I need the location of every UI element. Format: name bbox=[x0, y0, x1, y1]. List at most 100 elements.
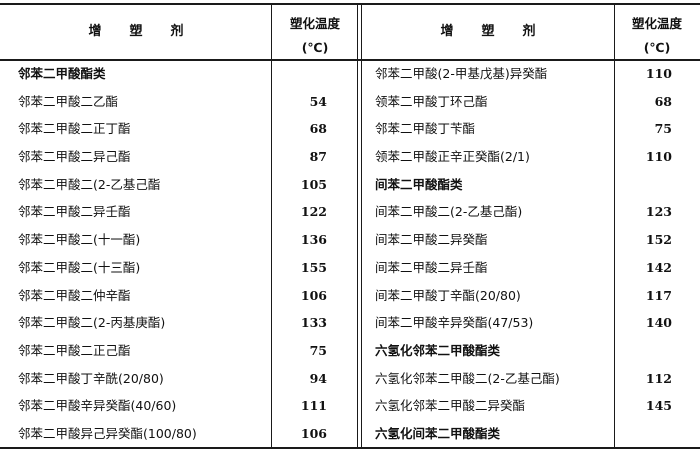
header-char: 剂 bbox=[170, 24, 184, 39]
plasticizer-name: 邻苯二甲酸酯类 bbox=[18, 66, 106, 81]
right-table: 增 塑 剂 塑化温度 (℃) 邻苯二甲酸(2-甲基戊基)异癸酯 110 领苯二甲酸丁环己酯… bbox=[362, 4, 700, 448]
header-char: 剂 bbox=[522, 24, 536, 39]
plasticizing-temperature: 136 bbox=[300, 232, 327, 248]
plasticizing-temperature: 68 bbox=[309, 121, 327, 137]
plasticizer-name: 邻苯二甲酸二正丁酯 bbox=[18, 121, 131, 137]
top-rule bbox=[0, 3, 700, 5]
right-rows: 邻苯二甲酸(2-甲基戊基)异癸酯 110 领苯二甲酸丁环己酯 68 邻苯二甲酸丁苄酯 75… bbox=[362, 60, 700, 448]
plasticizer-name: 邻苯二甲酸二异己酯 bbox=[18, 149, 131, 165]
left-table: 增 塑 剂 塑化温度 (℃) 邻苯二甲酸酯类 邻苯二甲酸二乙酯 54 邻苯二甲酸二正丁酯 68… bbox=[0, 4, 358, 448]
table-row: 邻苯二甲酸二(十三酯) 155 bbox=[0, 254, 358, 282]
plasticizing-temperature: 123 bbox=[645, 204, 672, 220]
plasticizer-name: 邻苯二甲酸丁辛酰(20/80) bbox=[18, 370, 164, 386]
plasticizing-temperature: 110 bbox=[645, 149, 672, 165]
plasticizing-temperature: 142 bbox=[645, 259, 672, 275]
double-divider-b bbox=[360, 4, 362, 448]
plasticizer-name: 间苯二甲酸二(2-乙基己酯) bbox=[375, 204, 523, 220]
plasticizing-temperature: 152 bbox=[645, 232, 672, 248]
plasticizing-temperature: 112 bbox=[645, 370, 672, 386]
plasticizer-name: 邻苯二甲酸二乙酯 bbox=[18, 93, 119, 109]
header-char: 增 bbox=[440, 24, 454, 39]
plasticizer-name: 领苯二甲酸丁环己酯 bbox=[375, 93, 488, 109]
table-row: 邻苯二甲酸二正己酯 75 bbox=[0, 337, 358, 365]
plasticizing-temperature: 155 bbox=[300, 259, 327, 275]
plasticizer-name: 邻苯二甲酸二(2-乙基己酯 bbox=[18, 176, 161, 192]
plasticizer-name: 邻苯二甲酸二正己酯 bbox=[18, 342, 131, 358]
plasticizer-name: 间苯二甲酸丁辛酯(20/80) bbox=[375, 287, 521, 303]
plasticizing-temperature: 133 bbox=[300, 315, 327, 331]
category-row: 六氢化邻苯二甲酸酯类 bbox=[362, 337, 700, 365]
plasticizer-name: 六氢化邻苯二甲酸二(2-乙基己酯) bbox=[375, 370, 560, 386]
header-char: 塑 bbox=[129, 24, 143, 39]
category-row: 六氢化间苯二甲酸酯类 bbox=[362, 420, 700, 448]
table-row: 邻苯二甲酸二异己酯 87 bbox=[0, 143, 358, 171]
table-row: 邻苯二甲酸丁苄酯 75 bbox=[362, 115, 700, 143]
plasticizing-temperature: 87 bbox=[309, 149, 327, 165]
table-row: 邻苯二甲酸二正丁酯 68 bbox=[0, 115, 358, 143]
plasticizing-temperature: 75 bbox=[654, 121, 672, 137]
table-row: 六氢化邻苯二甲酸二(2-乙基己酯) 112 bbox=[362, 365, 700, 393]
table-header: 增 塑 剂 塑化温度 (℃) bbox=[362, 4, 700, 60]
table-row: 邻苯二甲酸二(十一酯) 136 bbox=[0, 226, 358, 254]
plasticizer-name: 邻苯二甲酸丁苄酯 bbox=[375, 121, 476, 137]
plasticizing-temperature: 111 bbox=[300, 398, 327, 414]
table-row: 间苯二甲酸二异壬酯 142 bbox=[362, 254, 700, 282]
table-row: 邻苯二甲酸丁辛酰(20/80) 94 bbox=[0, 365, 358, 393]
double-divider-a bbox=[357, 4, 359, 448]
table-row: 六氢化邻苯二甲酸二异癸酯 145 bbox=[362, 392, 700, 420]
table-row: 邻苯二甲酸二(2-丙基庚酯) 133 bbox=[0, 309, 358, 337]
table-row: 间苯二甲酸二异癸酯 152 bbox=[362, 226, 700, 254]
table-row: 邻苯二甲酸二仲辛酯 106 bbox=[0, 282, 358, 310]
plasticizer-header: 增塑剂 bbox=[0, 4, 272, 60]
plasticizer-name: 间苯二甲酸二异壬酯 bbox=[375, 259, 488, 275]
table-row: 间苯二甲酸丁辛酯(20/80) 117 bbox=[362, 282, 700, 310]
plasticizer-name: 间苯二甲酸酯类 bbox=[375, 176, 463, 192]
header-char: 增 bbox=[88, 24, 102, 39]
left-rows: 邻苯二甲酸酯类 邻苯二甲酸二乙酯 54 邻苯二甲酸二正丁酯 68 邻苯二甲酸二异己酯 87 邻… bbox=[0, 60, 358, 448]
plasticizing-temperature: 106 bbox=[300, 287, 327, 303]
plasticizer-name: 邻苯二甲酸(2-甲基戊基)异癸酯 bbox=[375, 66, 548, 81]
plasticizer-name: 邻苯二甲酸辛异癸酯(40/60) bbox=[18, 398, 177, 414]
temp-header-line1: 塑化温度 bbox=[631, 16, 682, 31]
temp-header: 塑化温度 (℃) bbox=[614, 12, 700, 60]
table-row: 邻苯二甲酸辛异癸酯(40/60) 111 bbox=[0, 392, 358, 420]
table-header: 增 塑 剂 塑化温度 (℃) bbox=[0, 4, 358, 60]
plasticizer-name: 领苯二甲酸正辛正癸酯(2/1) bbox=[375, 149, 530, 165]
plasticizer-name: 间苯二甲酸二异癸酯 bbox=[375, 232, 488, 248]
bottom-rule bbox=[0, 447, 700, 449]
temp-header-unit: (℃) bbox=[301, 40, 329, 55]
plasticizer-name: 邻苯二甲酸二(十一酯) bbox=[18, 232, 141, 248]
plasticizer-name: 邻苯二甲酸二(2-丙基庚酯) bbox=[18, 315, 166, 331]
plasticizing-temperature: 110 bbox=[645, 66, 672, 81]
category-row: 间苯二甲酸酯类 bbox=[362, 171, 700, 199]
plasticizing-temperature: 117 bbox=[645, 287, 672, 303]
table-row: 领苯二甲酸正辛正癸酯(2/1) 110 bbox=[362, 143, 700, 171]
header-rule bbox=[0, 59, 700, 61]
table-row: 邻苯二甲酸二乙酯 54 bbox=[0, 88, 358, 116]
plasticizer-name: 邻苯二甲酸二异壬酯 bbox=[18, 204, 131, 220]
table-row: 邻苯二甲酸(2-甲基戊基)异癸酯 110 bbox=[362, 60, 700, 88]
category-row: 邻苯二甲酸酯类 bbox=[0, 60, 358, 88]
plasticizer-name: 邻苯二甲酸异己异癸酯(100/80) bbox=[18, 425, 197, 441]
plasticizer-header: 增塑剂 bbox=[362, 4, 614, 60]
left-value-divider bbox=[271, 4, 273, 448]
plasticizer-name: 六氢化间苯二甲酸酯类 bbox=[375, 425, 501, 441]
plasticizing-temperature: 105 bbox=[300, 176, 327, 192]
plasticizing-temperature: 54 bbox=[309, 93, 327, 109]
plasticizing-temperature: 94 bbox=[309, 370, 327, 386]
plasticizer-name: 邻苯二甲酸二(十三酯) bbox=[18, 259, 141, 275]
temp-header-unit: (℃) bbox=[643, 40, 671, 55]
plasticizing-temperature: 75 bbox=[309, 342, 327, 358]
table-row: 间苯二甲酸辛异癸酯(47/53) 140 bbox=[362, 309, 700, 337]
plasticizing-temperature: 106 bbox=[300, 425, 327, 441]
plasticizing-temperature: 145 bbox=[645, 398, 672, 414]
plasticizer-name: 六氢化邻苯二甲酸二异癸酯 bbox=[375, 398, 526, 414]
temp-header: 塑化温度 (℃) bbox=[272, 12, 358, 60]
table-row: 邻苯二甲酸二(2-乙基己酯 105 bbox=[0, 171, 358, 199]
right-value-divider bbox=[614, 4, 616, 448]
header-char: 塑 bbox=[481, 24, 495, 39]
table-row: 邻苯二甲酸异己异癸酯(100/80) 106 bbox=[0, 420, 358, 448]
plasticizer-name: 六氢化邻苯二甲酸酯类 bbox=[375, 342, 501, 358]
plasticizer-name: 间苯二甲酸辛异癸酯(47/53) bbox=[375, 315, 534, 331]
table-row: 邻苯二甲酸二异壬酯 122 bbox=[0, 198, 358, 226]
